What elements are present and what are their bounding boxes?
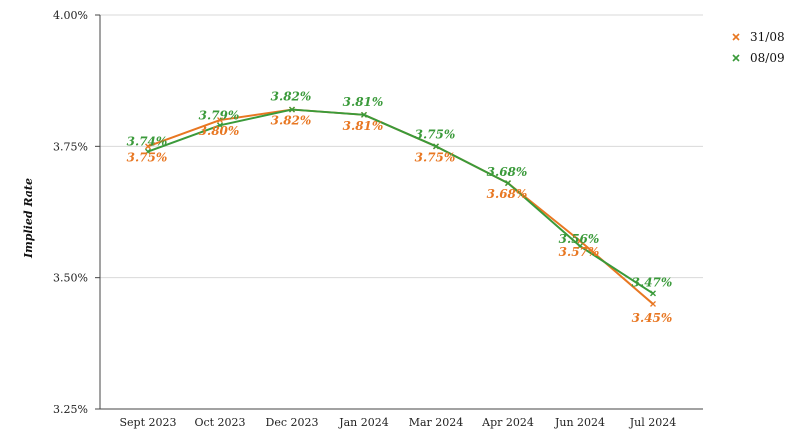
x-tick-label: Oct 2023	[194, 416, 245, 429]
x-tick-label: Jan 2024	[338, 416, 389, 429]
y-axis: 3.25% 3.50% 3.75% 4.00%	[53, 9, 101, 416]
data-label: 3.45%	[632, 311, 673, 325]
y-axis-title: Implied Rate	[22, 178, 35, 259]
x-axis: Sept 2023 Oct 2023 Dec 2023 Jan 2024 Mar 202…	[100, 408, 703, 429]
data-label: 3.82%	[271, 90, 312, 104]
marker-stroke	[433, 143, 439, 150]
data-label: 3.75%	[127, 150, 168, 164]
data-label: 3.80%	[199, 124, 240, 138]
data-point	[433, 143, 439, 150]
marker-stroke	[145, 148, 151, 155]
data-point	[505, 180, 511, 187]
y-tick-label: 4.00%	[53, 9, 88, 22]
data-label: 3.81%	[343, 95, 384, 109]
data-label: 3.79%	[199, 108, 240, 122]
legend-marker	[732, 54, 740, 62]
data-point	[145, 143, 151, 150]
data-point	[650, 290, 656, 297]
marker-stroke	[145, 143, 151, 150]
marker-stroke	[577, 237, 583, 244]
data-label: 3.81%	[343, 119, 384, 133]
x-tick-label: Apr 2024	[481, 416, 534, 429]
y-tick-label: 3.25%	[53, 403, 88, 416]
legend-entry: 31/08	[732, 30, 785, 44]
series-line-31-08	[147, 108, 654, 305]
gridlines	[100, 14, 703, 279]
x-tick-label: Jun 2024	[554, 416, 605, 429]
series-line-08-09	[147, 108, 654, 295]
data-point	[577, 237, 583, 244]
x-tick-label: Mar 2024	[409, 416, 464, 429]
data-point	[361, 111, 367, 118]
legend-marker	[732, 33, 740, 41]
data-label: 3.74%	[127, 135, 168, 149]
y-tick-label: 3.50%	[53, 272, 88, 285]
marker-stroke	[289, 106, 295, 113]
data-labels: 3.75% 3.80% 3.82% 3.81% 3.75% 3.68% 3.57% 3.45%…	[127, 90, 673, 325]
data-point	[577, 243, 583, 250]
legend-label: 08/09	[750, 51, 785, 65]
marker-stroke	[361, 111, 367, 118]
data-label: 3.68%	[487, 165, 528, 179]
marker-stroke	[217, 122, 223, 129]
data-label: 3.75%	[415, 150, 456, 164]
series-lines	[145, 106, 656, 307]
marker-stroke	[505, 180, 511, 187]
data-point	[289, 106, 295, 113]
x-tick-label: Jul 2024	[629, 416, 677, 429]
data-point	[217, 117, 223, 124]
marker-stroke	[650, 300, 656, 307]
legend-label: 31/08	[750, 30, 785, 44]
data-label: 3.75%	[415, 127, 456, 141]
legend: 31/08 08/09	[732, 30, 785, 65]
marker-stroke	[217, 117, 223, 124]
marker-stroke	[577, 243, 583, 250]
data-label: 3.57%	[559, 245, 600, 259]
data-label: 3.47%	[632, 275, 673, 289]
marker-stroke	[650, 290, 656, 297]
data-point	[217, 122, 223, 129]
data-label: 3.56%	[559, 232, 600, 246]
data-label: 3.82%	[271, 114, 312, 128]
data-label: 3.68%	[487, 187, 528, 201]
data-point	[145, 148, 151, 155]
data-point	[650, 300, 656, 307]
y-tick-label: 3.75%	[53, 140, 88, 153]
x-tick-label: Sept 2023	[120, 416, 177, 429]
legend-entry: 08/09	[732, 51, 785, 65]
x-tick-label: Dec 2023	[266, 416, 319, 429]
